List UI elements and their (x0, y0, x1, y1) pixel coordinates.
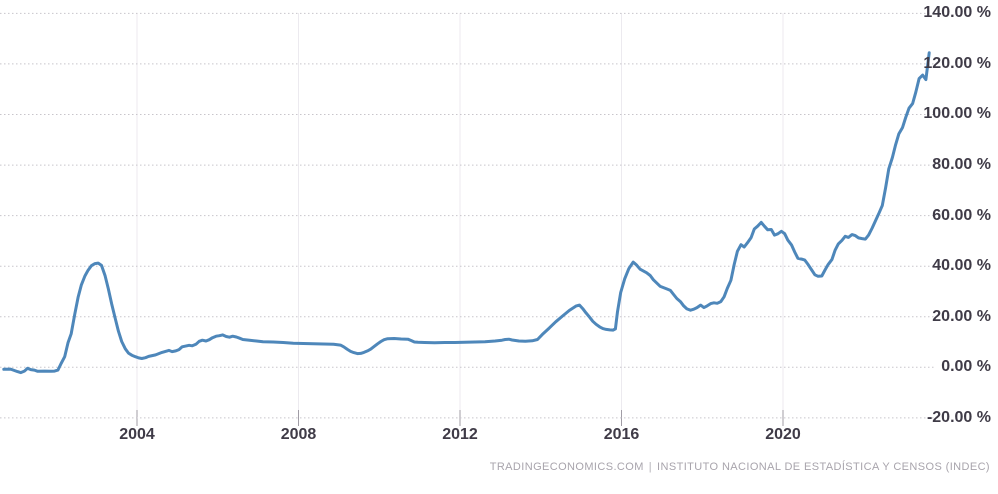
x-axis-label: 2016 (603, 426, 640, 443)
y-axis-label: 60.00 % (932, 206, 991, 224)
y-axis-label: 20.00 % (932, 307, 991, 325)
x-axis-label: 2004 (119, 426, 155, 443)
source-indec: INSTITUTO NACIONAL DE ESTADÍSTICA Y CENS… (657, 461, 990, 473)
y-axis-label: 40.00 % (932, 257, 991, 275)
source-attribution: TRADINGECONOMICS.COM | INSTITUTO NACIONAL … (490, 461, 990, 473)
y-axis-label: 140.00 % (923, 4, 991, 22)
y-axis-label: 0.00 % (941, 358, 991, 376)
y-axis-label: -20.00 % (926, 408, 991, 426)
y-axis-label: 120.00 % (923, 54, 991, 72)
x-axis-label: 2012 (442, 426, 478, 443)
source-separator: | (648, 461, 653, 473)
y-axis-label: 100.00 % (923, 105, 991, 123)
inflation-series-line[interactable] (2, 51, 931, 375)
x-axis-label: 2008 (280, 426, 317, 443)
y-axis-label: 80.00 % (932, 156, 991, 174)
x-axis-label: 2020 (765, 426, 801, 443)
source-tradingeconomics: TRADINGECONOMICS.COM (489, 461, 644, 473)
